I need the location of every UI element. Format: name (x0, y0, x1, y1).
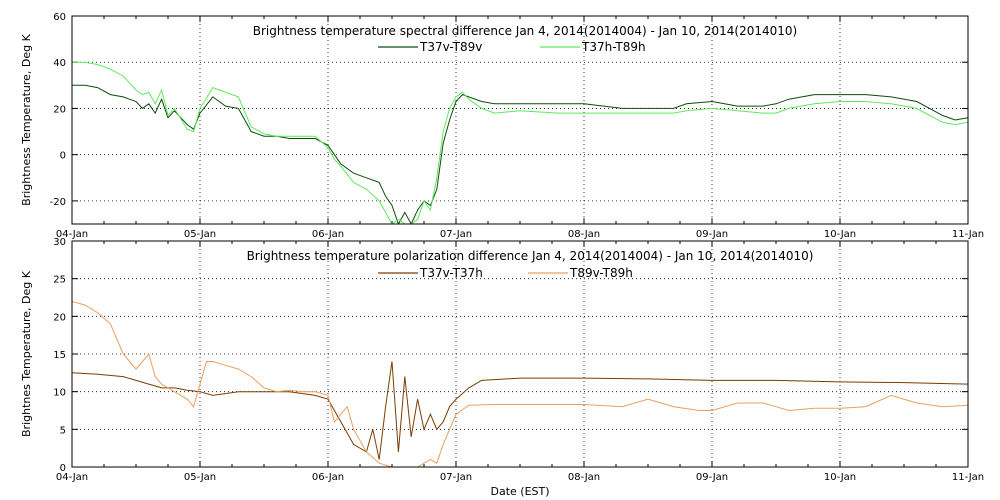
plot-frame (71, 15, 969, 225)
x-tick-label: 10-Jan (824, 472, 856, 483)
y-tick-label: 25 (53, 275, 66, 286)
x-tick-label: 05-Jan (184, 229, 216, 240)
y-tick-label: 15 (53, 350, 66, 361)
plot-frame (71, 240, 969, 468)
chart-title: Brightness temperature spectral differen… (253, 24, 797, 38)
x-tick-label: 08-Jan (568, 472, 600, 483)
x-tick-label: 08-Jan (568, 229, 600, 240)
x-tick-label: 07-Jan (440, 472, 472, 483)
legend-label: T37h-T89h (581, 40, 646, 54)
x-tick-label: 05-Jan (184, 472, 216, 483)
y-axis-title: Brightness Temperature, Deg K (20, 33, 33, 205)
x-tick-label: 06-Jan (312, 229, 344, 240)
y-tick-label: 5 (60, 425, 66, 436)
series-line-t37h-t89h (72, 61, 968, 224)
x-tick-label: 11-Jan (952, 472, 984, 483)
y-tick-label: 20 (53, 312, 66, 323)
x-tick-label: 10-Jan (824, 229, 856, 240)
y-tick-label: 40 (53, 58, 66, 69)
spectral-difference-panel: 04-Jan 05-Jan 06-Jan 07-Jan 08-Jan 09-Jan 10-J… (20, 12, 984, 240)
series-line-t37v-t37h (72, 361, 968, 460)
y-axis-title: Brightnes Temperature, Deg K (20, 270, 33, 437)
chart-title: Brightness temperature polarization diff… (247, 249, 814, 263)
x-tick-label: 04-Jan (56, 472, 88, 483)
legend-label: T89v-T89h (569, 266, 633, 280)
y-tick-label: 20 (53, 104, 66, 115)
y-tick-label: 60 (53, 12, 66, 23)
legend-label: T37v-T37h (419, 266, 483, 280)
x-tick-label: 09-Jan (696, 229, 728, 240)
y-tick-label: 10 (53, 388, 66, 399)
x-axis-title: Date (EST) (490, 485, 549, 498)
x-tick-label: 09-Jan (696, 472, 728, 483)
x-tick-label: 06-Jan (312, 472, 344, 483)
series-line-t89v-t89h (72, 300, 968, 467)
y-tick-label: -20 (50, 197, 66, 208)
series-line-t37v-t89v (72, 84, 968, 224)
legend-label: T37v-T89v (419, 40, 482, 54)
x-tick-label: 04-Jan (56, 229, 88, 240)
polarization-difference-panel: 04-Jan 05-Jan 06-Jan 07-Jan 08-Jan 09-Jan 10-J… (20, 237, 984, 483)
y-tick-label: 30 (53, 237, 66, 248)
x-tick-label: 11-Jan (952, 229, 984, 240)
x-tick-label: 07-Jan (440, 229, 472, 240)
y-tick-label: 0 (60, 151, 66, 162)
y-tick-label: 0 (60, 463, 66, 474)
